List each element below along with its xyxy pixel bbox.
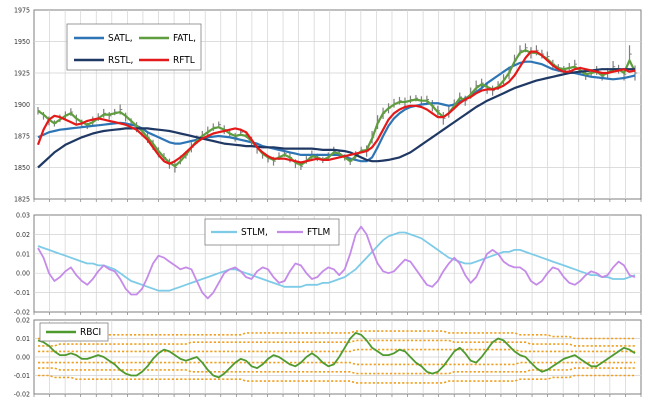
y-tick-label: 1925	[14, 70, 30, 78]
series-line-stlm	[37, 231, 636, 292]
band-line-upper3	[38, 330, 635, 340]
series-line-rbci	[37, 331, 636, 379]
y-tick-label: 1875	[14, 133, 30, 141]
y-tick-label: 0.00	[16, 354, 30, 362]
y-tick-label: 0.02	[16, 317, 30, 325]
series-line-fatl	[37, 49, 636, 168]
legend-label: RFTL	[173, 55, 195, 66]
band-line-lower1	[38, 361, 635, 366]
panel-3: -0.02 -0.01 0.00 0.01 0.02 RBCI	[14, 317, 642, 399]
y-tick-label: 1950	[14, 38, 30, 46]
y-tick-label: -0.02	[14, 391, 30, 399]
legend: STLM, FTLM	[204, 218, 340, 246]
panel-1: 1825 1850 1875 1900 1925 1950 1975 SATL, FATL, RS…	[14, 7, 642, 204]
legend-box	[66, 23, 202, 71]
legend-label: RSTL,	[108, 55, 133, 66]
y-tick-label: 0.01	[16, 335, 30, 343]
y-tick-label: 0.02	[16, 231, 30, 239]
series-line-ftlm	[37, 225, 636, 300]
y-tick-label: -0.01	[14, 372, 30, 380]
legend-label: SATL,	[108, 33, 133, 44]
band-line-lower3	[38, 374, 635, 384]
band-line-upper1	[38, 348, 635, 353]
legend-label: FTLM	[307, 227, 330, 238]
legend-label: FATL,	[173, 33, 196, 44]
y-tick-label: 0.01	[16, 250, 30, 258]
band-line-lower2	[38, 367, 635, 375]
y-tick-label: 0.03	[16, 212, 30, 220]
y-tick-label: 1825	[14, 196, 30, 204]
legend-label: STLM,	[241, 227, 268, 238]
panel-2: -0.02 -0.01 0.00 0.01 0.02 0.03 STLM, FTLM	[14, 212, 642, 317]
legend-label: RBCI	[80, 327, 101, 338]
y-tick-label: 1850	[14, 164, 30, 172]
legend: SATL, FATL, RSTL, RFTL	[66, 23, 202, 71]
y-tick-label: 1900	[14, 101, 30, 109]
series-line-rftl	[36, 50, 636, 165]
y-tick-label: -0.02	[14, 309, 30, 317]
series-line-rstl	[37, 68, 635, 169]
y-tick-label: 0.00	[16, 270, 30, 278]
y-tick-label: 1975	[14, 7, 30, 15]
y-tick-label: -0.01	[14, 289, 30, 297]
band-line-upper2	[38, 339, 635, 347]
legend: RBCI	[39, 322, 109, 342]
